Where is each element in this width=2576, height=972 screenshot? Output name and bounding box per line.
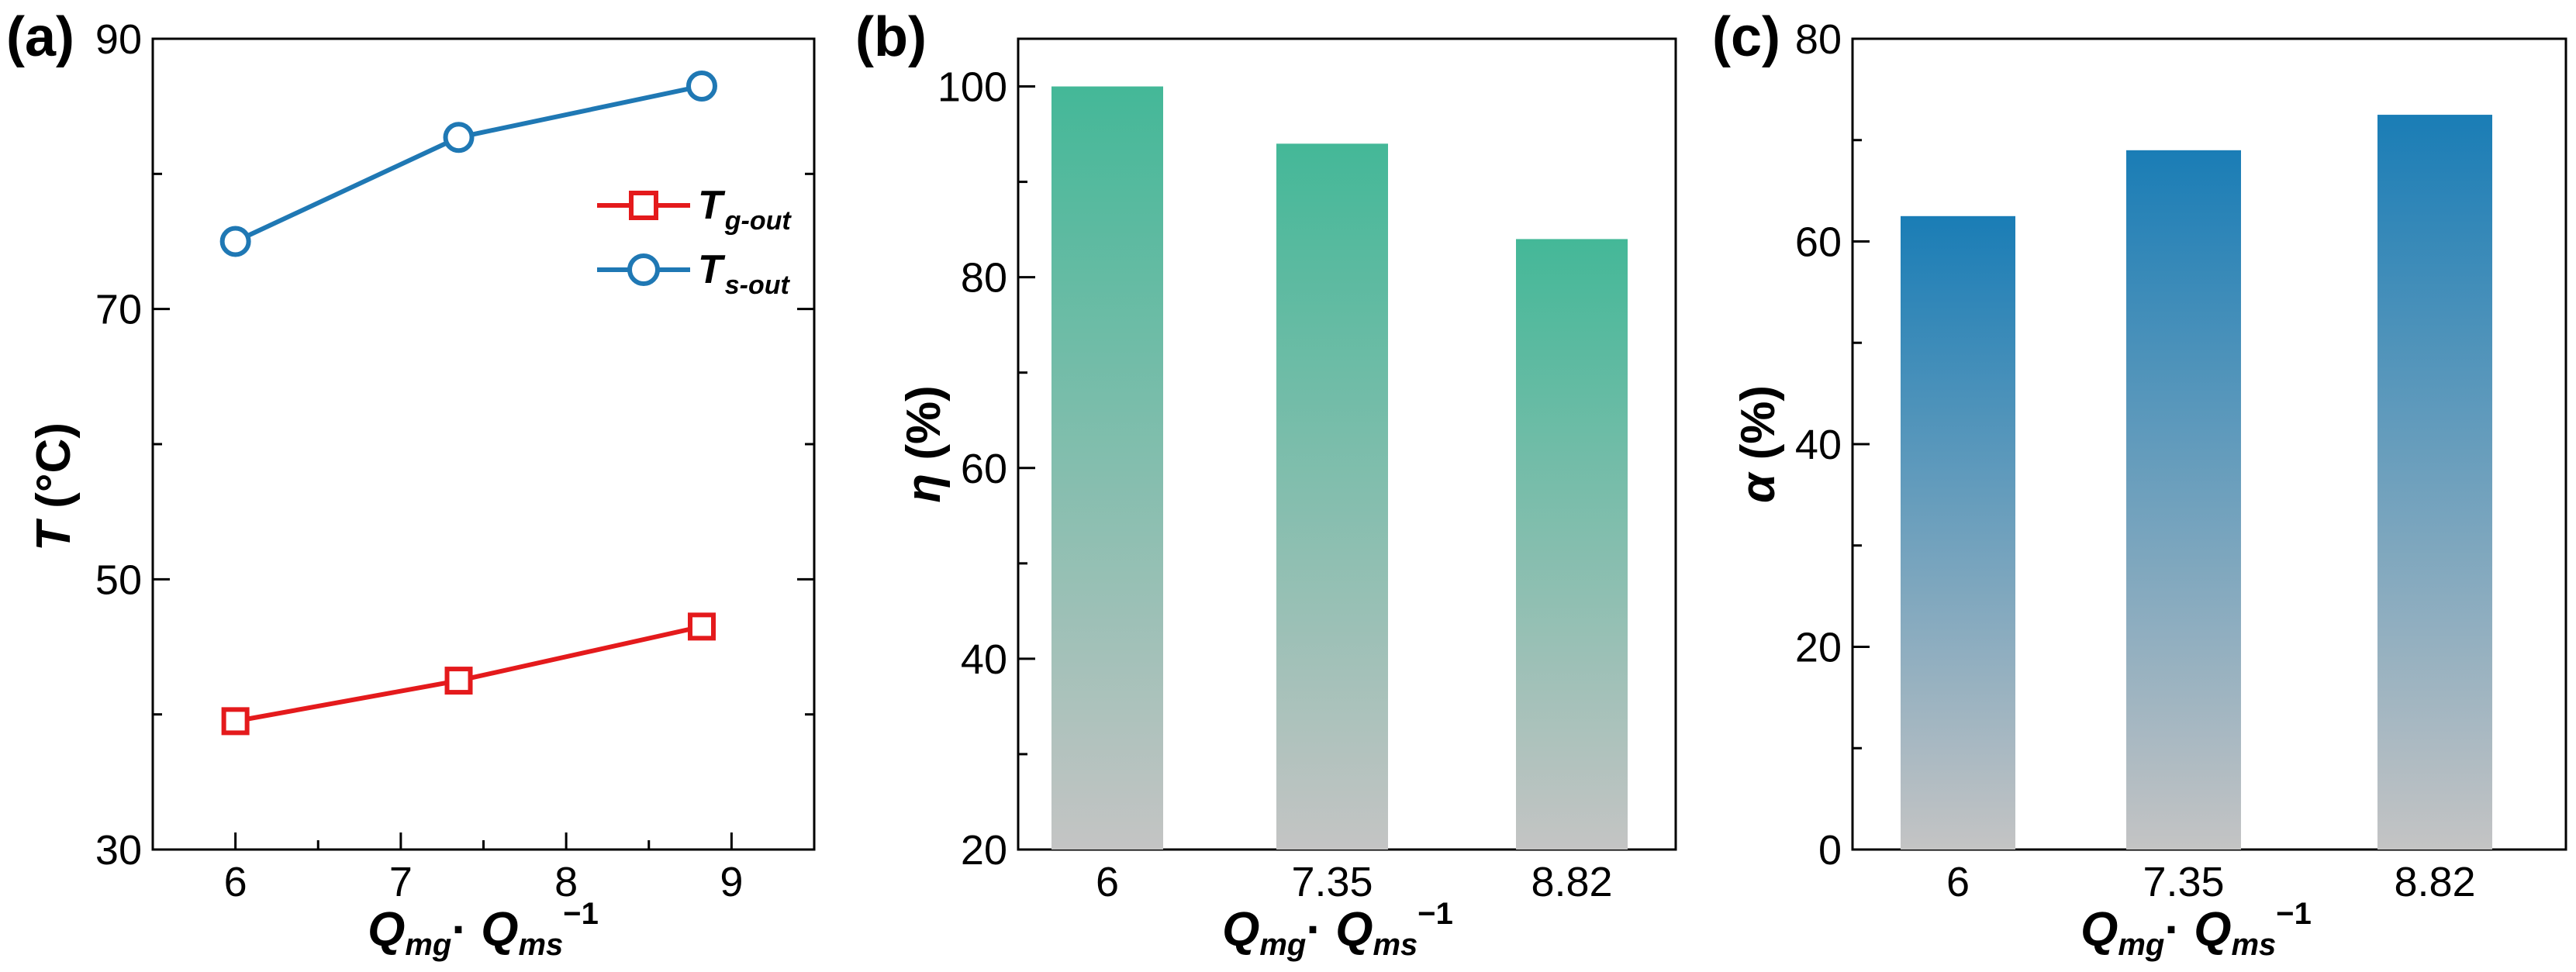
data-point-circle [219,226,251,257]
legend-circle-marker [627,253,660,286]
b-y-tick-label: 80 [961,255,1007,302]
legend-label-t-s-out: Ts-out [698,247,791,300]
panel-a-legend: Tg-out Ts-out [597,183,792,300]
c-y-tick-label: 40 [1795,422,1842,468]
data-point-square [687,612,716,641]
panel-a-line-chart: (a) 30 50 70 90 6 7 8 9 Tg-out Ts-out T (°C) Qm… [6,6,816,962]
panel-a-y-axis-title: T (°C) [27,422,81,551]
c-y-tick-label: 20 [1795,625,1842,671]
panel-c-label: (c) [1712,6,1780,68]
panel-b-y-axis-title: η (%) [897,385,951,503]
panel-b-x-axis-title: Qmg· Qms−1 [1222,897,1453,962]
c-x-tick-label: 6 [1946,859,1970,905]
b-x-tick-label: 8.82 [1531,859,1612,905]
legend-label-t-g-out: Tg-out [698,183,792,236]
b-bar-2 [1276,143,1388,850]
panel-a-x-tick-label: 8 [554,859,578,905]
panel-a-label: (a) [6,6,74,68]
b-x-tick-label: 7.35 [1291,859,1373,905]
panel-c-y-axis-title: α (%) [1732,385,1785,503]
panel-a-x-axis-title: Qmg· Qms−1 [368,897,599,962]
panel-a-x-tick-label: 7 [389,859,413,905]
panel-a-y-tick-label: 70 [95,287,142,333]
b-bar-1 [1051,86,1163,850]
c-bar-2 [2126,150,2241,850]
c-y-tick-label: 80 [1795,16,1842,63]
b-y-tick-label: 40 [961,636,1007,683]
c-x-tick-label: 7.35 [2143,859,2224,905]
c-bar-3 [2377,115,2492,850]
data-point-square [221,707,250,736]
b-y-tick-label: 20 [961,827,1007,874]
panel-a-y-tick-label: 30 [95,827,142,874]
data-point-square [444,667,473,695]
panel-a-x-tick-label: 9 [720,859,743,905]
panel-a-y-tick-label: 90 [95,16,142,63]
b-x-tick-label: 6 [1096,859,1119,905]
b-y-tick-label: 100 [938,64,1007,111]
legend-square-marker [629,191,658,220]
panel-b-label: (b) [855,6,927,68]
panel-a-y-tick-label: 50 [95,557,142,603]
panel-a-plot-frame [151,37,816,851]
c-bar-1 [1901,215,2015,850]
c-y-tick-label: 0 [1818,827,1842,874]
data-point-circle [685,71,717,102]
panel-c-x-axis-title: Qmg· Qms−1 [2080,897,2312,962]
b-bar-3 [1516,239,1628,850]
c-x-tick-label: 8.82 [2394,859,2475,905]
data-point-circle [443,122,475,153]
panel-c-bar-chart: (c) 0 20 40 60 80 6 7.35 8.82 α (%) Qmg· Qms−1 [1712,6,2567,962]
panel-a-x-tick-label: 6 [224,859,247,905]
c-y-tick-label: 60 [1795,219,1842,266]
b-y-tick-label: 60 [961,446,1007,492]
panel-b-bar-chart: (b) 20 40 60 80 100 6 7.35 8.82 η (%) Qmg· Qms−… [855,6,1677,962]
